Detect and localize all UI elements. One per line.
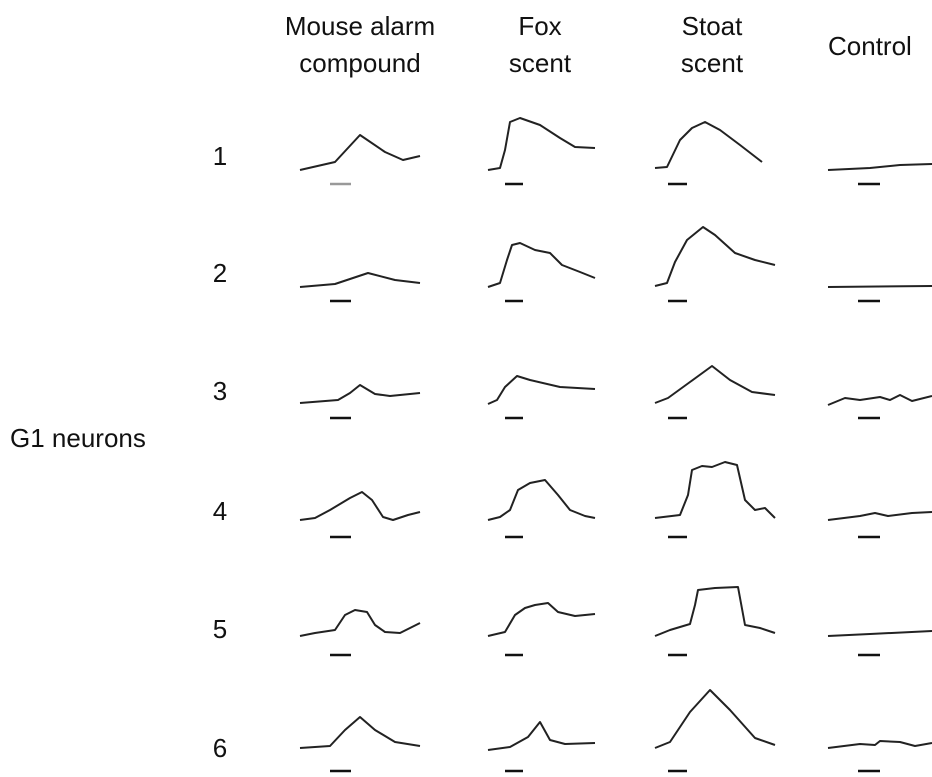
trace	[827, 740, 932, 749]
trace	[487, 721, 596, 751]
column-header: Stoat	[682, 11, 743, 41]
trace	[299, 491, 421, 521]
column-header: compound	[299, 48, 420, 78]
stimulus-bars	[330, 182, 880, 773]
row-label: 1	[213, 141, 227, 171]
trace	[487, 602, 596, 637]
trace	[654, 689, 776, 749]
trace	[487, 375, 596, 405]
trace	[299, 134, 421, 171]
column-header: scent	[681, 48, 744, 78]
trace	[827, 394, 932, 406]
trace	[299, 716, 421, 749]
trace	[827, 285, 932, 288]
trace	[827, 511, 932, 521]
row-label: 6	[213, 733, 227, 763]
traces	[299, 117, 932, 751]
trace	[654, 226, 776, 287]
trace	[299, 272, 421, 288]
trace	[654, 121, 763, 169]
trace	[299, 384, 421, 404]
trace	[487, 479, 596, 521]
trace	[654, 365, 776, 404]
row-label: 4	[213, 496, 227, 526]
trace	[487, 242, 596, 288]
column-header: Control	[828, 31, 912, 61]
trace	[654, 461, 776, 519]
column-header: scent	[509, 48, 572, 78]
row-label: 5	[213, 614, 227, 644]
column-header: Mouse alarm	[285, 11, 435, 41]
column-header: Fox	[518, 11, 561, 41]
side-label: G1 neurons	[10, 423, 146, 453]
trace	[827, 163, 932, 171]
row-label: 2	[213, 258, 227, 288]
trace	[654, 586, 776, 637]
trace	[299, 609, 421, 637]
trace	[487, 117, 596, 171]
row-label: 3	[213, 376, 227, 406]
trace	[827, 630, 932, 637]
